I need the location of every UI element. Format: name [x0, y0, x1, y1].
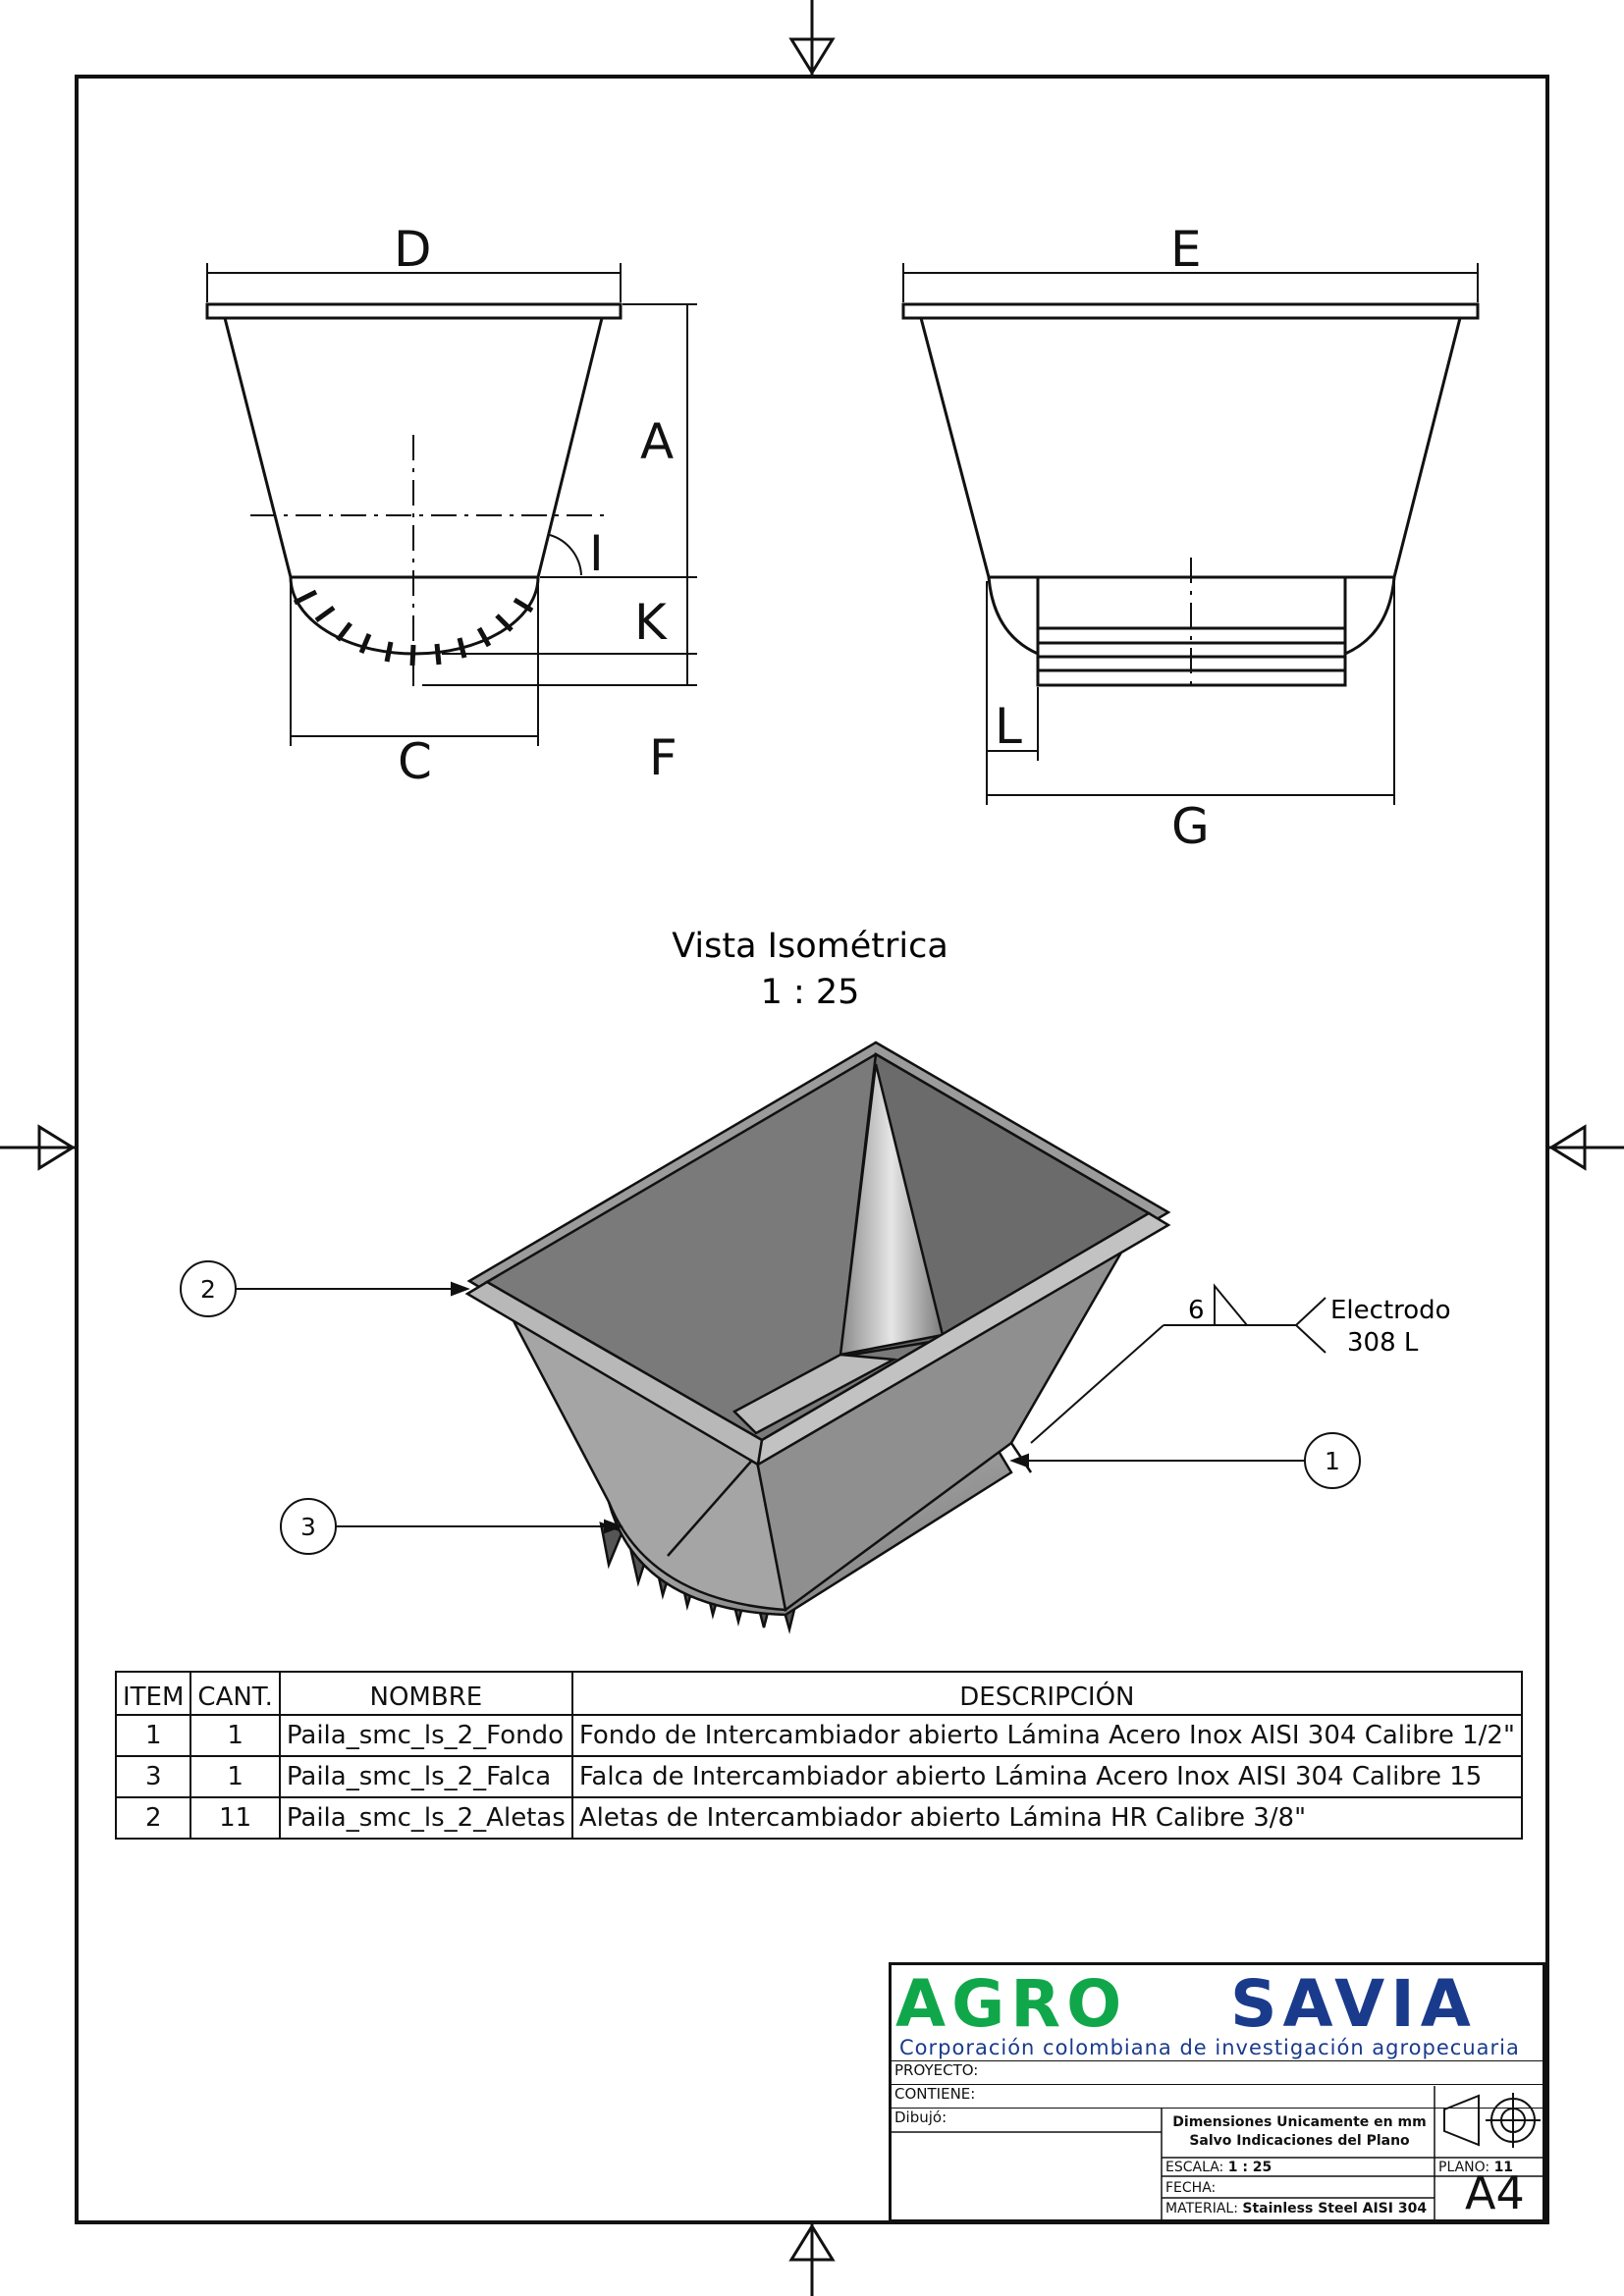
contiene-row: CONTIENE:: [892, 2084, 1543, 2108]
dim-label-C: C: [398, 733, 432, 790]
contiene-label: CONTIENE:: [894, 2085, 976, 2103]
bom-cell-cant: 1: [189, 1714, 281, 1757]
proyecto-label: PROYECTO:: [894, 2061, 979, 2079]
weld-note-2: 308 L: [1347, 1328, 1419, 1358]
bom-cell-nombre: Paila_smc_ls_2_Falca: [278, 1755, 573, 1798]
dim-label-E: E: [1170, 221, 1202, 278]
bom-cell-nombre: Paila_smc_ls_2_Aletas: [278, 1796, 573, 1840]
logo-savia: SAVIA: [1230, 1966, 1477, 2042]
bom-header-nombre: NOMBRE: [278, 1671, 573, 1716]
front-dimension-lines: [206, 263, 697, 746]
logo-agro: AGRO: [895, 1966, 1127, 2042]
dim-label-D: D: [394, 221, 432, 278]
bom-cell-item: 2: [114, 1796, 192, 1840]
title-block-grid: [892, 2086, 1543, 2219]
bom-cell-item: 1: [114, 1714, 192, 1757]
plano-value: 11: [1493, 2160, 1514, 2175]
dibujo-row: Dibujó:: [892, 2108, 1543, 2219]
escala-label: ESCALA:: [1165, 2160, 1224, 2175]
balloon-leaders: [180, 1260, 1361, 1555]
proyecto-row: PROYECTO:: [892, 2060, 1543, 2084]
table-row: 1 1 Paila_smc_ls_2_Fondo Fondo de Interc…: [114, 1714, 1523, 1757]
dim-label-G: G: [1171, 798, 1210, 855]
material-field: MATERIAL: Stainless Steel AISI 304: [1164, 2201, 1427, 2216]
iso-view-scale: 1 : 25: [761, 973, 860, 1012]
dim-label-K: K: [634, 594, 668, 651]
title-block: AGRO SAVIA Corporación colombiana de inv…: [889, 1962, 1545, 2222]
note-line-1: Dimensiones Unicamente en mm: [1172, 2114, 1427, 2130]
bom-header-cant: CANT.: [189, 1671, 281, 1716]
escala-field: ESCALA: 1 : 25: [1164, 2160, 1272, 2175]
bom-cell-nombre: Paila_smc_ls_2_Fondo: [278, 1714, 573, 1757]
bom-cell-descripcion: Fondo de Intercambiador abierto Lámina A…: [570, 1714, 1523, 1757]
iso-view-title: Vista Isométrica: [672, 927, 948, 966]
bom-header-row: ITEM CANT. NOMBRE DESCRIPCIÓN: [114, 1671, 1523, 1716]
bom-cell-descripcion: Aletas de Intercambiador abierto Lámina …: [570, 1796, 1523, 1840]
bill-of-materials: ITEM CANT. NOMBRE DESCRIPCIÓN 1 1 Paila_…: [114, 1671, 1523, 1840]
sheet-size: A4: [1465, 2166, 1525, 2219]
balloon-3-label: 3: [300, 1513, 316, 1541]
agrosavia-logo: AGRO SAVIA: [895, 1966, 1477, 2042]
table-row: 3 1 Paila_smc_ls_2_Falca Falca de Interc…: [114, 1755, 1523, 1798]
weld-note-1: Electrodo: [1330, 1296, 1451, 1325]
dim-label-A: A: [640, 413, 674, 470]
iso-left-wall: [507, 1311, 787, 1612]
material-value: Stainless Steel AISI 304: [1242, 2201, 1428, 2216]
iso-inner-cone: [839, 1063, 945, 1357]
first-angle-projection-icon: [1443, 2093, 1541, 2148]
bom-cell-item: 3: [114, 1755, 192, 1798]
fecha-label: FECHA:: [1165, 2180, 1217, 2196]
dim-label-L: L: [995, 698, 1022, 755]
bom-header-item: ITEM: [114, 1671, 192, 1716]
balloon-1-label: 1: [1325, 1447, 1340, 1475]
isometric-view: [464, 1041, 1171, 1634]
material-label: MATERIAL:: [1165, 2201, 1238, 2216]
table-row: 2 11 Paila_smc_ls_2_Aletas Aletas de Int…: [114, 1796, 1523, 1840]
plano-field: PLANO: 11: [1436, 2160, 1513, 2175]
note-line-2: Salvo Indicaciones del Plano: [1189, 2133, 1410, 2149]
bom-cell-cant: 11: [189, 1796, 281, 1840]
bom-cell-cant: 1: [189, 1755, 281, 1798]
dim-label-I: I: [589, 525, 604, 582]
balloon-2-label: 2: [200, 1275, 216, 1304]
front-centerlines: [250, 435, 609, 687]
plano-label: PLANO:: [1438, 2160, 1490, 2175]
dim-label-F: F: [649, 729, 677, 786]
dibujo-label: Dibujó:: [894, 2109, 947, 2126]
weld-size: 6: [1188, 1296, 1205, 1325]
logo-tagline: Corporación colombiana de investigación …: [899, 2036, 1520, 2059]
side-dimension-lines: [902, 263, 1479, 805]
bom-cell-descripcion: Falca de Intercambiador abierto Lámina A…: [570, 1755, 1523, 1798]
bom-header-descripcion: DESCRIPCIÓN: [570, 1671, 1523, 1716]
escala-value: 1 : 25: [1227, 2160, 1272, 2175]
